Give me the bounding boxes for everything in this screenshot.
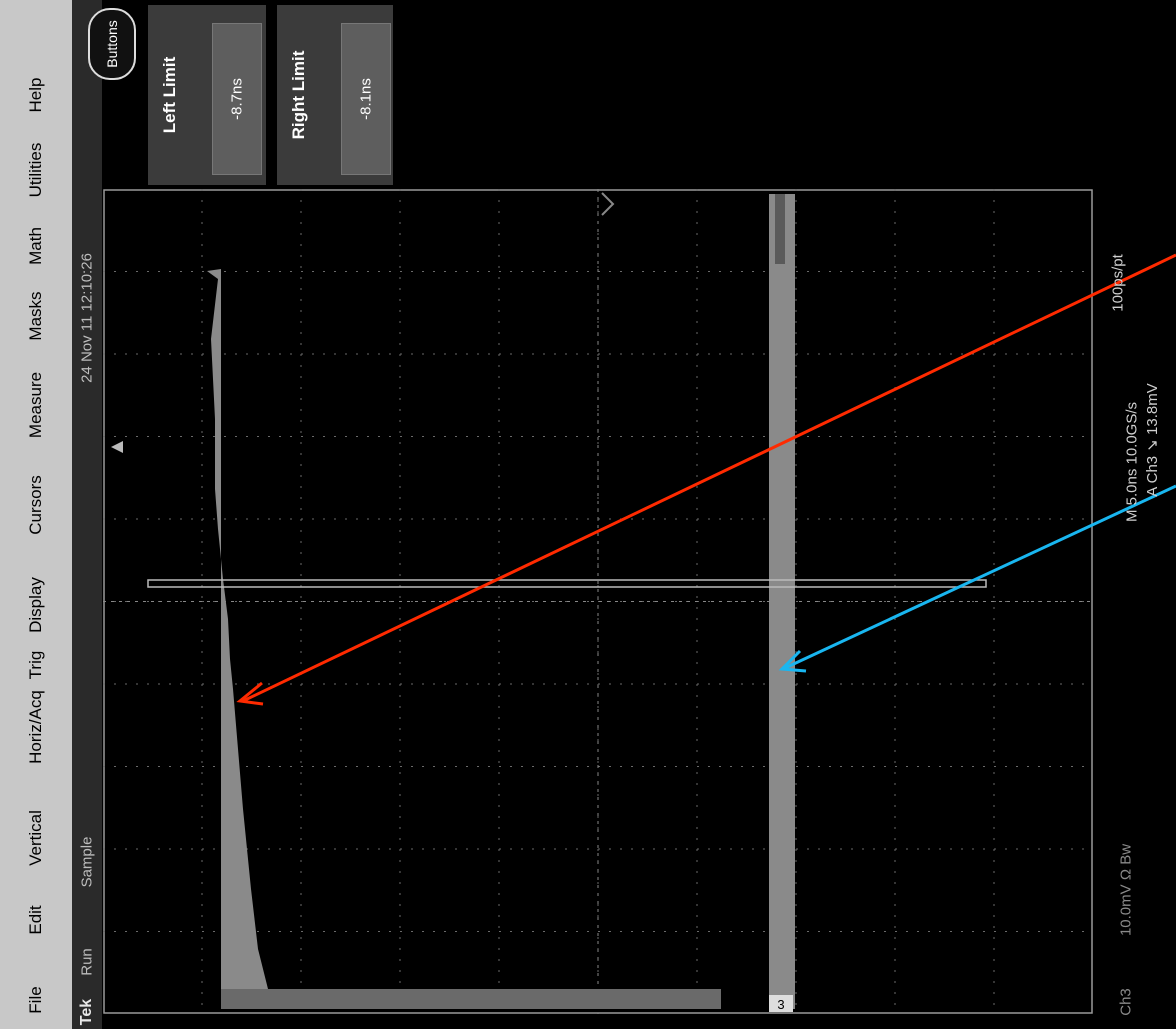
horizontal-position-marker-icon[interactable] — [601, 192, 615, 216]
histogram-peak — [207, 269, 273, 1009]
menu-item-file[interactable]: File — [26, 986, 45, 1014]
menu-item-utilities[interactable]: Utilities — [26, 142, 45, 198]
status-bar: Tek Run Sample 24 Nov 11 12:10:26 — [72, 0, 102, 1029]
menu-item-measure[interactable]: Measure — [26, 371, 45, 439]
menu-item-help[interactable]: Help — [26, 77, 45, 113]
histogram-tail — [221, 989, 721, 1009]
acquisition-mode: Sample — [78, 836, 96, 888]
menu-bar: File Edit Vertical Horiz/Acq Trig Display Curs… — [0, 0, 74, 1029]
menu-item-math[interactable]: Math — [26, 227, 45, 265]
run-state: Run — [78, 948, 96, 976]
channel-3-waveform — [769, 194, 795, 1009]
brand-label: Tek — [78, 998, 95, 1026]
timestamp: 24 Nov 11 12:10:26 — [78, 253, 96, 383]
histogram-limit-box[interactable] — [147, 579, 987, 588]
menu-item-masks[interactable]: Masks — [26, 291, 45, 341]
menu-item-display[interactable]: Display — [26, 577, 45, 633]
channel-3-marker-icon[interactable] — [769, 995, 793, 1012]
left-limit-field[interactable]: -8.7ns — [212, 23, 262, 175]
left-limit-label: Left Limit — [160, 56, 179, 134]
channel-3-marker-label: 3 — [777, 997, 784, 1012]
vertical-scale-readout[interactable]: 10.0mV Ω Bw — [1117, 843, 1135, 937]
channel-3-trace-top — [775, 194, 785, 264]
channel-readout[interactable]: Ch3 — [1117, 988, 1135, 1016]
menu-item-cursors[interactable]: Cursors — [26, 475, 45, 535]
right-limit-panel: Right Limit -8.1ns — [277, 5, 393, 185]
waveform-graticule: 3 — [103, 189, 1093, 1014]
left-limit-value: -8.7ns — [228, 78, 246, 120]
trigger-readout[interactable]: A Ch3 ↘ 13.8mV — [1144, 383, 1161, 497]
buttons-toggle-label: Buttons — [104, 20, 120, 68]
menu-item-vertical[interactable]: Vertical — [26, 810, 45, 866]
right-limit-label: Right Limit — [289, 50, 308, 140]
record-resolution-readout[interactable]: 100ps/pt — [1109, 254, 1127, 312]
left-limit-panel: Left Limit -8.7ns — [148, 5, 266, 185]
menu-item-horiz-acq[interactable]: Horiz/Acq — [26, 690, 45, 764]
menu-item-edit[interactable]: Edit — [26, 905, 45, 935]
right-limit-value: -8.1ns — [357, 78, 375, 120]
channel-3-trace — [769, 194, 795, 1009]
trigger-position-marker-icon[interactable] — [111, 441, 123, 453]
menu-item-trig[interactable]: Trig — [26, 650, 45, 680]
histogram-waveform — [207, 269, 721, 1009]
horizontal-scale-readout[interactable]: M 5.0ns 10.0GS/s — [1123, 401, 1141, 523]
graticule-grid — [103, 189, 1093, 1014]
buttons-toggle[interactable]: Buttons — [88, 8, 136, 80]
right-limit-field[interactable]: -8.1ns — [341, 23, 391, 175]
